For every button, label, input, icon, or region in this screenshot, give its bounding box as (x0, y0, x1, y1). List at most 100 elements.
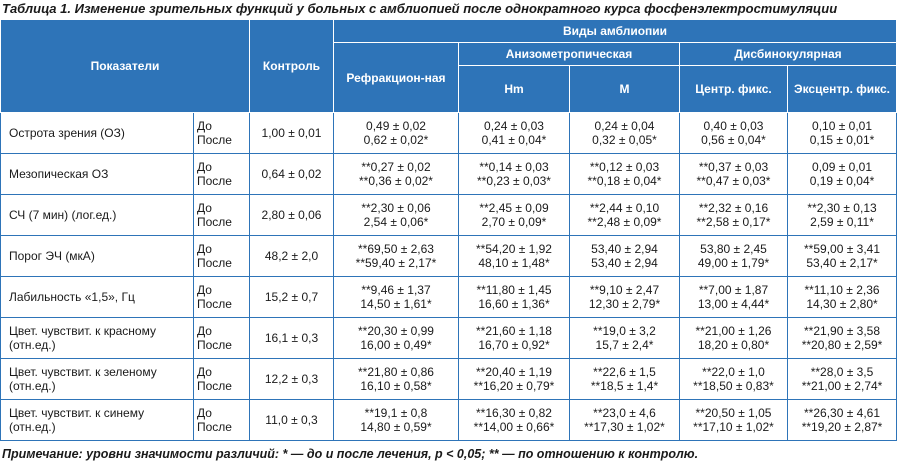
value-after: 0,56 ± 0,04* (701, 133, 766, 147)
table-row: Порог ЭЧ (мкА) До После 48,2 ± 2,0 **69,5… (0, 235, 898, 277)
value-after: 0,15 ± 0,01* (809, 133, 875, 147)
value-before: **21,60 ± 1,18 (476, 324, 552, 338)
table-caption: Таблица 1. Изменение зрительных функций … (2, 1, 838, 16)
row-when: До После (193, 399, 250, 441)
value-after: 16,10 ± 0,58* (360, 379, 432, 393)
value-before: **19,1 ± 0,8 (364, 406, 428, 420)
value-cell: 0,10 ± 0,01 0,15 ± 0,01* (786, 112, 898, 154)
header-amblyopia-types: Виды амблиопии (332, 19, 898, 43)
value-after: 13,00 ± 4,44* (697, 297, 770, 311)
value-cell: **21,00 ± 1,26 18,20 ± 0,80* (679, 317, 788, 359)
value-before: 53,80 ± 2,45 (700, 242, 767, 256)
table-row: Цвет. чувствит. к синему (отн.ед.) До Пос… (0, 399, 898, 441)
value-cell: **23,0 ± 4,6 **17,30 ± 1,02* (569, 399, 680, 441)
value-after: 0,19 ± 0,04* (809, 174, 875, 188)
value-cell: **11,80 ± 1,45 16,60 ± 1,36* (458, 276, 570, 318)
value-cell: **2,30 ± 0,06 2,54 ± 0,06* (333, 194, 459, 236)
value-before: **7,00 ± 1,87 (698, 283, 769, 297)
value-cell: **21,80 ± 0,86 16,10 ± 0,58* (333, 358, 459, 400)
value-cell: **20,50 ± 1,05 **17,10 ± 1,02* (679, 399, 788, 441)
before-label: До (197, 283, 212, 297)
table-row: Острота зрения (ОЗ) До После 1,00 ± 0,01 … (0, 112, 898, 154)
value-after: 0,32 ± 0,05* (592, 133, 657, 147)
value-cell: **19,1 ± 0,8 14,80 ± 0,59* (333, 399, 459, 441)
value-before: **0,37 ± 0,03 (698, 160, 769, 174)
value-after: 14,30 ± 2,80* (806, 297, 878, 311)
table-row: СЧ (7 мин) (лог.ед.) До После 2,80 ± 0,06… (0, 194, 898, 236)
value-before: **20,40 ± 1,19 (476, 365, 552, 379)
header-eccentric-fixation: Эксцентр. фикс. (786, 65, 898, 113)
value-after: 0,41 ± 0,04* (481, 133, 547, 147)
value-after: **17,30 ± 1,02* (584, 420, 665, 434)
header-central-fixation: Центр. фикс. (679, 65, 788, 113)
row-when: До После (193, 317, 250, 359)
before-label: До (197, 201, 212, 215)
header-indicators: Показатели (0, 19, 250, 113)
header-hm: Hm (458, 65, 570, 113)
before-label: До (197, 324, 212, 338)
row-label: Мезопическая ОЗ (0, 153, 194, 195)
value-after: **0,18 ± 0,04* (587, 174, 662, 188)
value-before: **11,80 ± 1,45 (476, 283, 552, 297)
value-after: **2,58 ± 0,17* (696, 215, 771, 229)
row-when: До После (193, 235, 250, 277)
value-after: 16,00 ± 0,49* (360, 338, 432, 352)
control-value: 48,2 ± 2,0 (249, 235, 334, 277)
value-cell: 0,40 ± 0,03 0,56 ± 0,04* (679, 112, 788, 154)
before-label: До (197, 119, 212, 133)
value-cell: **2,44 ± 0,10 **2,48 ± 0,09* (569, 194, 680, 236)
value-cell: **0,27 ± 0,02 **0,36 ± 0,02* (333, 153, 459, 195)
value-after: 2,54 ± 0,06* (363, 215, 429, 229)
table-row: Мезопическая ОЗ До После 0,64 ± 0,02 **0,… (0, 153, 898, 195)
header-refraction: Рефракцион-ная (333, 42, 459, 113)
row-label: Цвет. чувствит. к красному (отн.ед.) (0, 317, 194, 359)
control-value: 2,80 ± 0,06 (249, 194, 334, 236)
value-before: **11,10 ± 2,36 (804, 283, 880, 297)
value-before: **9,46 ± 1,37 (361, 283, 431, 297)
value-cell: 53,40 ± 2,94 53,40 ± 2,94 (569, 235, 680, 277)
header-anisometropic: Анизометропическая (458, 42, 680, 66)
after-label: После (197, 256, 232, 270)
value-before: **22,6 ± 1,5 (593, 365, 656, 379)
value-before: **2,30 ± 0,06 (361, 201, 431, 215)
value-cell: 53,80 ± 2,45 49,00 ± 1,79* (679, 235, 788, 277)
value-cell: **20,30 ± 0,99 16,00 ± 0,49* (333, 317, 459, 359)
value-cell: **16,30 ± 0,82 **14,00 ± 0,66* (458, 399, 570, 441)
after-label: После (197, 338, 232, 352)
value-before: **20,30 ± 0,99 (358, 324, 434, 338)
before-label: До (197, 365, 212, 379)
value-cell: **7,00 ± 1,87 13,00 ± 4,44* (679, 276, 788, 318)
value-before: **54,20 ± 1,92 (476, 242, 552, 256)
value-before: **2,32 ± 0,16 (698, 201, 769, 215)
value-cell: **22,6 ± 1,5 **18,5 ± 1,4* (569, 358, 680, 400)
value-after: 16,60 ± 1,36* (478, 297, 550, 311)
value-before: **21,80 ± 0,86 (358, 365, 434, 379)
control-value: 16,1 ± 0,3 (249, 317, 334, 359)
table-row: Цвет. чувствит. к красному (отн.ед.) До П… (0, 317, 898, 359)
table-row: Лабильность «1,5», Гц До После 15,2 ± 0,7… (0, 276, 898, 318)
control-value: 0,64 ± 0,02 (249, 153, 334, 195)
before-label: До (197, 406, 212, 420)
value-before: **19,0 ± 3,2 (593, 324, 656, 338)
after-label: После (197, 379, 232, 393)
row-label: СЧ (7 мин) (лог.ед.) (0, 194, 194, 236)
value-cell: **19,0 ± 3,2 15,7 ± 2,4* (569, 317, 680, 359)
value-cell: 0,24 ± 0,04 0,32 ± 0,05* (569, 112, 680, 154)
value-cell: **2,32 ± 0,16 **2,58 ± 0,17* (679, 194, 788, 236)
value-cell: **9,10 ± 2,47 12,30 ± 2,79* (569, 276, 680, 318)
value-cell: 0,09 ± 0,01 0,19 ± 0,04* (786, 153, 898, 195)
row-when: До После (193, 153, 250, 195)
after-label: После (197, 133, 232, 147)
value-before: 0,40 ± 0,03 (703, 119, 764, 133)
value-after: **59,40 ± 2,17* (355, 256, 437, 270)
value-cell: **22,0 ± 1,0 **18,50 ± 0,83* (679, 358, 788, 400)
value-cell: **54,20 ± 1,92 48,10 ± 1,48* (458, 235, 570, 277)
data-table: Показатели Контроль Виды амблиопии Рефра… (0, 19, 898, 441)
value-before: 0,10 ± 0,01 (812, 119, 872, 133)
value-cell: **0,14 ± 0,03 **0,23 ± 0,03* (458, 153, 570, 195)
header-m: M (569, 65, 680, 113)
value-after: **2,48 ± 0,09* (587, 215, 662, 229)
value-before: **0,12 ± 0,03 (589, 160, 660, 174)
after-label: После (197, 420, 232, 434)
value-before: **0,14 ± 0,03 (479, 160, 549, 174)
